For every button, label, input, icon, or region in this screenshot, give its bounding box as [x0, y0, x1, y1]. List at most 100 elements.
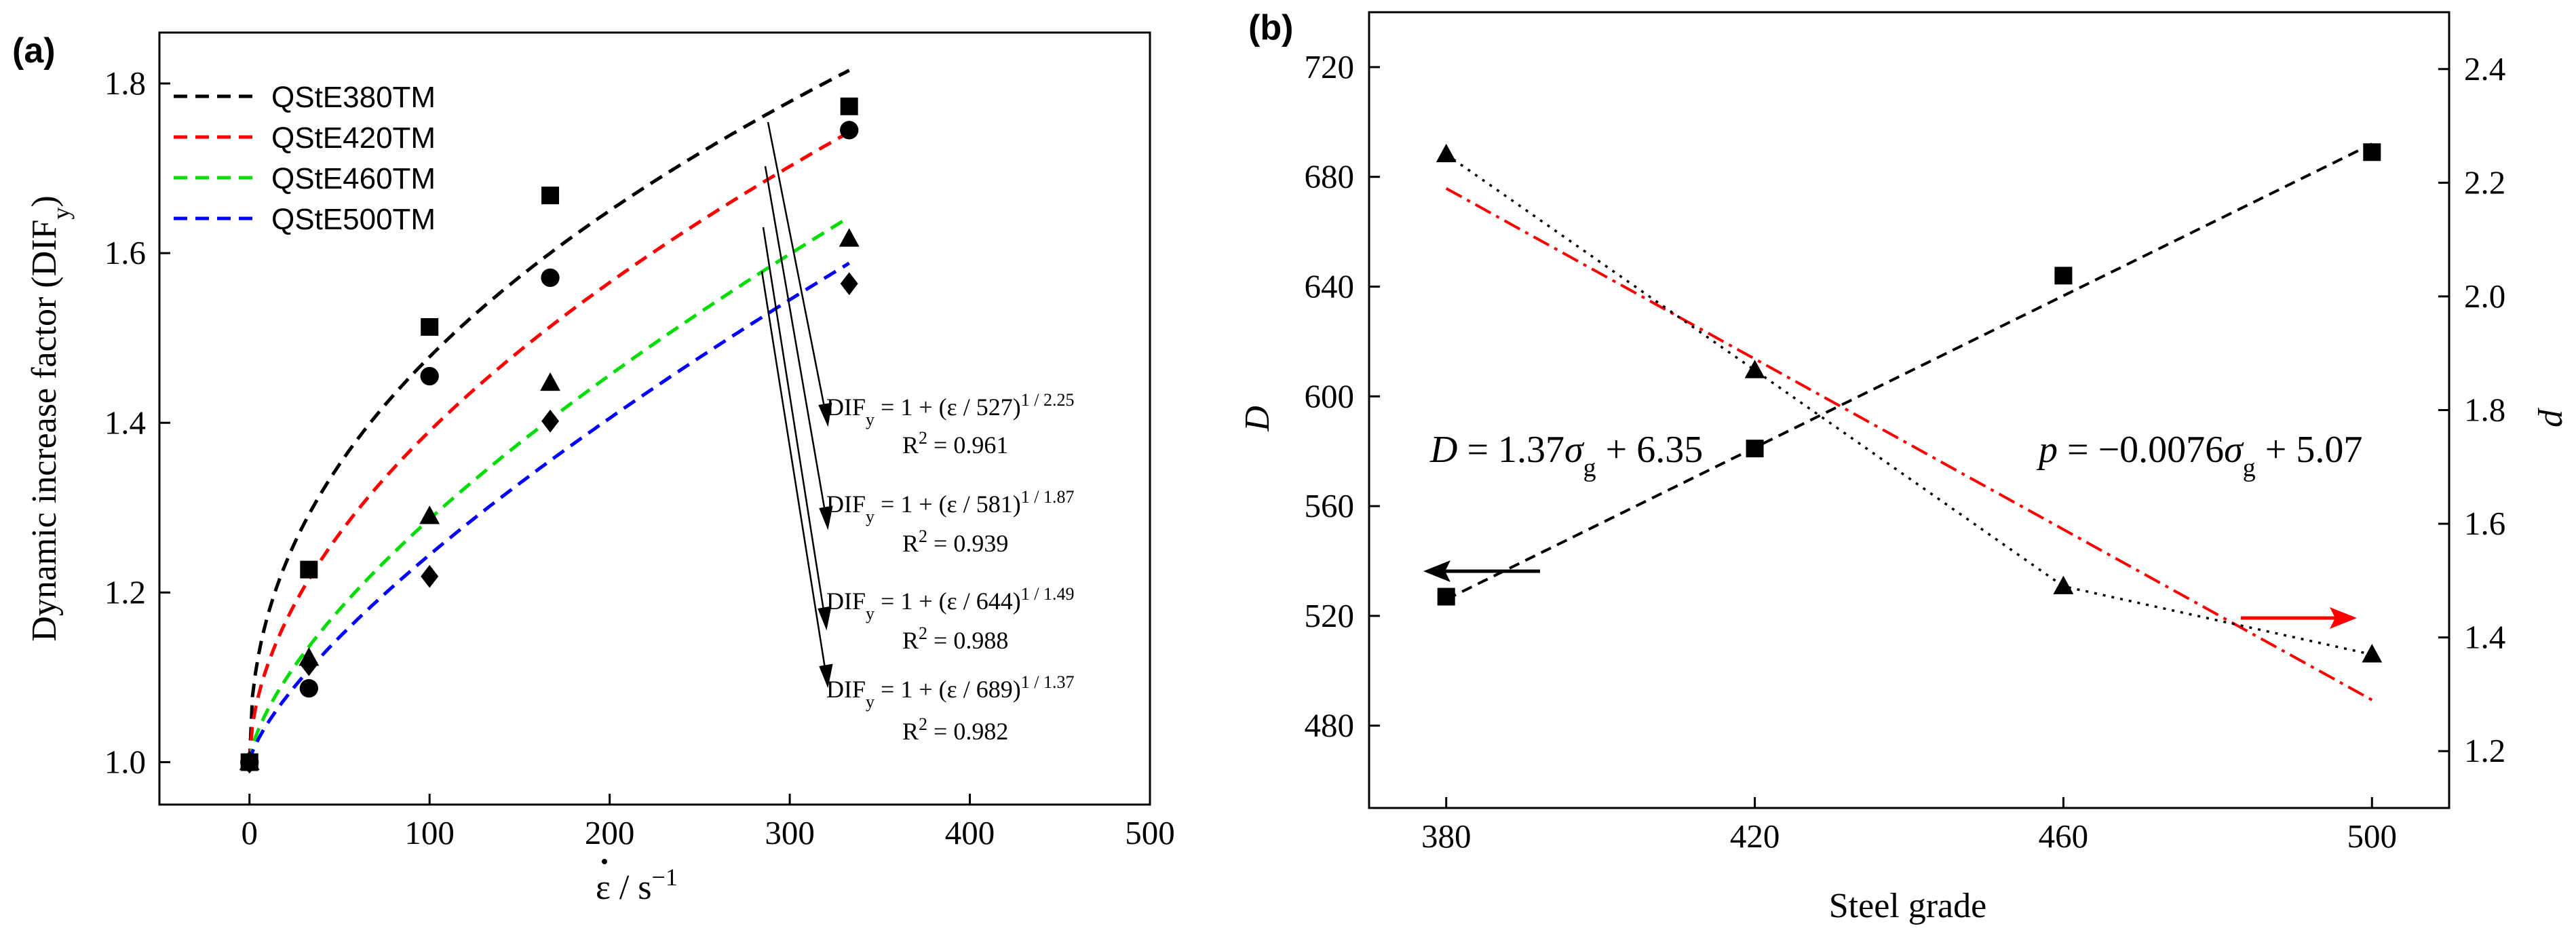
b-xtick-label-460: 460	[2039, 817, 2089, 855]
a-xtick-label-0: 0	[241, 814, 258, 851]
fit-curve-qste500tm	[248, 261, 851, 763]
point-qste420tm-1	[299, 679, 318, 698]
r2-4-value: 0.982	[953, 718, 1008, 745]
fit-curve-qste420tm	[248, 130, 850, 763]
point-qste500tm-0	[240, 750, 258, 774]
point-qste460tm-4	[839, 228, 860, 247]
panel-a-ylabel-close: )	[25, 195, 64, 207]
b-ytick-right-label-1.8: 1.8	[2464, 391, 2505, 429]
eq-p-rhs: = −0.0076	[2058, 429, 2224, 471]
equation-3: DIFy = 1 + (ε / 644)1 / 1.49	[826, 584, 1074, 623]
legend-label-qste460tm: QStE460TM	[271, 162, 436, 195]
eq-1-eps: ε	[947, 393, 957, 421]
equation-block-4: DIFy = 1 + (ε / 689)1 / 1.37 R2 = 0.982	[826, 672, 1074, 746]
b-ytick-right-label-2.2: 2.2	[2464, 163, 2505, 201]
panel-a-label: (a)	[12, 31, 56, 71]
legend-item-qste460tm: QStE460TM	[174, 162, 436, 195]
panel-a-ylabel-sub: y	[47, 208, 75, 220]
r2-4: R2 = 0.982	[902, 714, 1008, 746]
equation-block-2: DIFy = 1 + (ε / 581)1 / 1.87 R2 = 0.939	[826, 487, 1074, 558]
a-xtick-label-300: 300	[765, 814, 815, 851]
point-qste500tm-1	[300, 653, 318, 676]
point-qste420tm-4	[840, 121, 859, 140]
b-xtick-label-380: 380	[1421, 817, 1472, 855]
equation-1: DIFy = 1 + (ε / 527)1 / 2.25	[826, 390, 1074, 429]
r2-4-label: R	[902, 718, 919, 745]
point-qste380tm-4	[840, 97, 858, 115]
annotation-arrowhead-3	[818, 606, 832, 631]
eq-1-mid1: = 1 + (	[874, 393, 947, 421]
eq-4-mid2: /	[957, 676, 976, 703]
eq-3-mid1: = 1 + (	[874, 587, 947, 615]
fit-curve-qste380tm	[248, 69, 850, 763]
eq-2-close: )	[1013, 490, 1021, 518]
eq-2-prefix: DIF	[826, 490, 866, 518]
r2-3: R2 = 0.988	[902, 623, 1008, 655]
right-arrowhead	[2330, 607, 2357, 629]
eq-3-prefix: DIF	[826, 587, 866, 615]
panel-a-xlabel-exp: −1	[652, 864, 678, 891]
equation-d: D = 1.37σg + 6.35	[1429, 429, 1703, 482]
b-ytick-left-label-680: 680	[1305, 158, 1355, 195]
eq-3-eps: ε	[947, 587, 957, 615]
point-qste460tm-2	[419, 505, 440, 524]
eq-d-sigma: σ	[1564, 429, 1585, 471]
legend-item-qste500tm: QStE500TM	[174, 203, 436, 236]
r2-4-eq: =	[927, 718, 953, 745]
eq-3-exp: 1 / 1.49	[1021, 584, 1075, 604]
legend-item-qste420tm: QStE420TM	[174, 121, 436, 155]
r2-2-label: R	[902, 530, 919, 557]
b-ytick-right-label-2.4: 2.4	[2464, 50, 2505, 88]
point-p-500	[2362, 644, 2383, 663]
panel-b-label: (b)	[1248, 8, 1293, 47]
panel-a-xlabel-eps: ε	[596, 868, 611, 907]
point-d-500	[2363, 143, 2381, 161]
b-ytick-right-label-1.6: 1.6	[2464, 505, 2505, 542]
r2-1-sup: 2	[919, 428, 927, 448]
b-ytick-right-label-2.0: 2.0	[2464, 277, 2505, 315]
panel-a-xlabel-dot	[602, 859, 607, 864]
point-qste500tm-3	[541, 409, 560, 433]
legend-label-qste420tm: QStE420TM	[271, 121, 436, 155]
panel-b: (b) 380 420 460 500 480 520 560 600 640 680 720 1.2…	[1238, 8, 2576, 925]
eq-p-tail: + 5.07	[2256, 429, 2363, 471]
point-p-380	[1436, 143, 1457, 163]
b-ytick-right-label-1.2: 1.2	[2464, 732, 2505, 769]
panel-b-ylabel-right: p	[2537, 407, 2576, 427]
panel-a-ylabel-main: Dynamic increase factor (DIF	[25, 220, 64, 642]
p-data-connector	[1445, 153, 2372, 656]
equation-p: p = −0.0076σg + 5.07	[2036, 429, 2362, 482]
panel-a: (a) 0 100 200 300 400 500 1.0 1.2 1.4 1.6 1.8 Dyna…	[12, 31, 1175, 907]
r2-2: R2 = 0.939	[902, 526, 1008, 558]
legend-label-qste500tm: QStE500TM	[271, 203, 436, 236]
legend-label-qste380tm: QStE380TM	[271, 81, 436, 114]
equation-2: DIFy = 1 + (ε / 581)1 / 1.87	[826, 487, 1074, 526]
eq-d-tail: + 6.35	[1596, 429, 1704, 471]
annotation-arrow-4	[761, 271, 829, 686]
r2-1: R2 = 0.961	[902, 428, 1008, 459]
panel-a-ylabel: Dynamic increase factor (DIFy)	[25, 195, 75, 642]
eq-4-sub: y	[866, 692, 874, 712]
panel-b-plot-frame	[1368, 11, 2450, 809]
b-ytick-left-label-560: 560	[1305, 487, 1355, 524]
b-ytick-left-label-480: 480	[1305, 707, 1355, 744]
eq-3-sub: y	[866, 604, 874, 623]
eq-2-d: 581	[976, 490, 1013, 518]
eq-1-prefix: DIF	[826, 393, 866, 421]
r2-1-label: R	[902, 431, 919, 459]
b-ytick-left-label-600: 600	[1305, 377, 1355, 414]
a-xtick-label-200: 200	[585, 814, 635, 851]
left-arrowhead	[1423, 560, 1450, 582]
eq-2-mid1: = 1 + (	[874, 490, 947, 518]
panel-b-markers	[1436, 143, 2383, 663]
eq-3-d: 644	[976, 587, 1013, 615]
annotation-arrow-2	[764, 166, 829, 528]
r2-3-sup: 2	[919, 623, 927, 643]
eq-3-mid2: /	[957, 587, 976, 615]
panel-a-xlabel: ε / s−1	[596, 859, 678, 907]
r2-1-eq: =	[927, 431, 953, 459]
r2-2-eq: =	[927, 530, 953, 557]
point-qste380tm-3	[541, 187, 560, 205]
eq-4-close: )	[1013, 676, 1021, 703]
